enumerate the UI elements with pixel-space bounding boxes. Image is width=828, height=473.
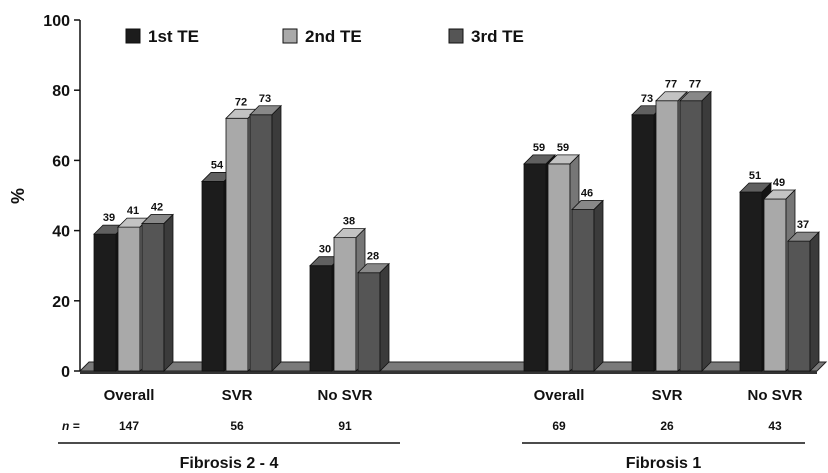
bar-value-label: 77 xyxy=(665,79,677,91)
y-tick-label: 60 xyxy=(52,153,70,170)
n-value: 91 xyxy=(338,419,352,433)
bar-value-label: 59 xyxy=(557,142,569,154)
bar-value-label: 59 xyxy=(533,142,545,154)
bar-side xyxy=(593,199,604,372)
bar-value-label: 72 xyxy=(235,96,247,108)
n-value: 26 xyxy=(660,419,674,433)
bar-value-label: 38 xyxy=(343,216,355,228)
group-label: Fibrosis 2 - 4 xyxy=(180,455,279,472)
bar-front xyxy=(763,198,787,372)
category-label: No SVR xyxy=(317,387,372,404)
bar-value-label: 73 xyxy=(641,93,653,105)
bar-front xyxy=(117,226,141,372)
category-label: Overall xyxy=(104,387,155,404)
bar-front xyxy=(249,114,273,372)
floor-front xyxy=(80,371,817,374)
y-tick-label: 0 xyxy=(61,364,70,381)
category-label: No SVR xyxy=(747,387,802,404)
bar-value-label: 73 xyxy=(259,93,271,105)
bar-value-label: 54 xyxy=(211,159,224,171)
bar-front xyxy=(631,114,655,372)
bar-front xyxy=(201,181,225,372)
bar-value-label: 30 xyxy=(319,244,331,256)
bar-value-label: 51 xyxy=(749,170,761,182)
y-axis-title: % xyxy=(8,188,28,204)
n-value: 43 xyxy=(768,419,782,433)
bar-value-label: 46 xyxy=(581,188,593,200)
bar xyxy=(787,231,820,372)
legend-swatch xyxy=(282,28,298,44)
bar xyxy=(249,104,282,372)
legend-swatch xyxy=(448,28,464,44)
y-tick-label: 40 xyxy=(52,224,70,241)
chart-floor xyxy=(78,361,828,374)
bar-front xyxy=(679,100,703,372)
bar xyxy=(357,262,390,372)
bar-front xyxy=(547,163,571,372)
bar xyxy=(679,90,712,372)
floor-top xyxy=(78,361,828,372)
bar-front xyxy=(225,117,249,372)
bar-value-label: 77 xyxy=(689,79,701,91)
bar-side xyxy=(809,231,820,372)
bar-front xyxy=(333,237,357,372)
bar-side xyxy=(701,90,712,372)
bar-front xyxy=(93,233,117,372)
bar xyxy=(141,213,174,372)
n-value: 147 xyxy=(119,419,139,433)
bar-side xyxy=(163,213,174,372)
group-label: Fibrosis 1 xyxy=(626,455,702,472)
y-axis: 0 20 40 60 80 100% xyxy=(8,13,81,381)
legend-label: 3rd TE xyxy=(471,27,524,46)
y-tick-label: 100 xyxy=(43,13,70,30)
category-label: Overall xyxy=(534,387,585,404)
bar-front xyxy=(309,265,333,372)
bar-value-label: 41 xyxy=(127,205,139,217)
n-value: 69 xyxy=(552,419,566,433)
bar-value-label: 39 xyxy=(103,212,115,224)
labels: 39 41 42 Overall 147 54 72 73 SVR 56 30 38 28 No SVR 9… xyxy=(58,79,809,472)
bar-front xyxy=(739,191,763,372)
bars xyxy=(93,90,820,372)
legend-label: 1st TE xyxy=(148,27,199,46)
bar-front xyxy=(787,240,811,372)
bar-value-label: 42 xyxy=(151,202,163,214)
legend: 1st TE 2nd TE 3rd TE xyxy=(125,27,524,46)
y-tick-label: 80 xyxy=(52,83,70,100)
bar-front xyxy=(523,163,547,372)
bar-value-label: 49 xyxy=(773,177,785,189)
bar-side xyxy=(379,262,390,372)
bar-value-label: 28 xyxy=(367,251,379,263)
n-value: 56 xyxy=(230,419,244,433)
bar xyxy=(571,199,604,372)
y-tick-label: 20 xyxy=(52,294,70,311)
bar-front xyxy=(357,272,381,372)
bar-value-label: 37 xyxy=(797,219,809,231)
legend-label: 2nd TE xyxy=(305,27,362,46)
bar-front xyxy=(571,209,595,372)
n-prefix: n = xyxy=(62,419,80,433)
bar-front xyxy=(655,100,679,372)
category-label: SVR xyxy=(222,387,253,404)
bar-front xyxy=(141,223,165,372)
category-label: SVR xyxy=(652,387,683,404)
bar-side xyxy=(271,104,282,372)
legend-swatch xyxy=(125,28,141,44)
